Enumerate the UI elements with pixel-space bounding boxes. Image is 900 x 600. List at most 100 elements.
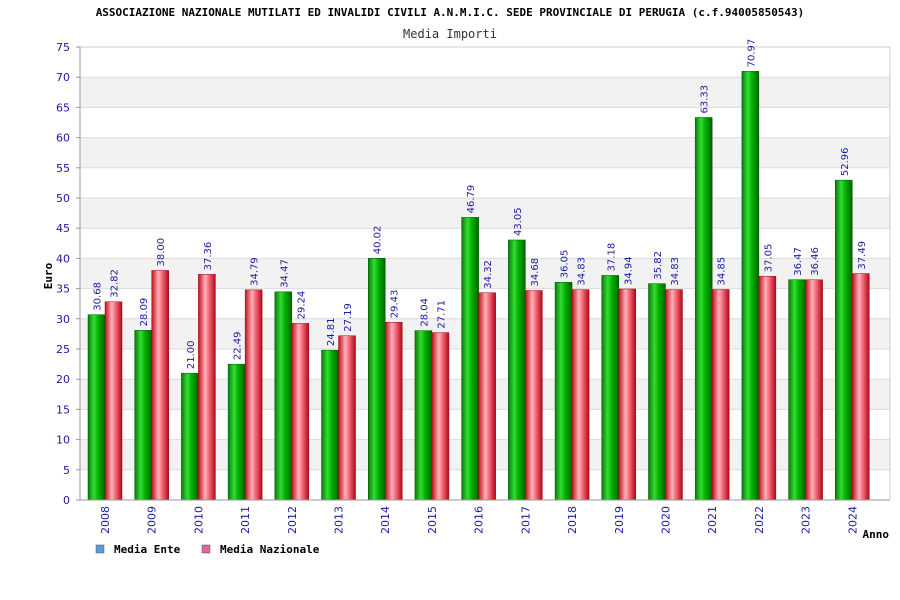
data-label: 28.09	[139, 298, 150, 327]
legend: Media Ente Media Nazionale	[95, 543, 320, 556]
bar-media-ente	[134, 330, 152, 501]
data-label: 27.71	[436, 300, 447, 329]
data-label: 36.46	[810, 247, 821, 276]
bar-media-nazionale	[618, 288, 637, 501]
bar-media-ente	[87, 314, 106, 501]
y-tick-label: 60	[56, 132, 70, 145]
bar-media-nazionale	[338, 335, 356, 501]
data-label: 37.05	[763, 244, 774, 273]
y-tick-label: 10	[56, 434, 70, 447]
data-label: 36.47	[793, 247, 804, 276]
data-label: 40.02	[373, 226, 384, 255]
bar-media-nazionale	[805, 279, 823, 501]
bar-media-nazionale	[852, 273, 870, 501]
x-tick-label: 2019	[613, 506, 626, 534]
y-tick-label: 75	[56, 41, 70, 54]
x-tick-label: 2021	[706, 506, 719, 534]
x-tick-label: 2017	[519, 506, 532, 534]
y-tick-label: 40	[56, 252, 70, 265]
legend-entry: Media Ente	[114, 543, 181, 556]
x-tick-label: 2009	[146, 506, 159, 534]
bar-media-ente	[227, 363, 246, 501]
x-tick-label: 2012	[286, 506, 299, 534]
bar-media-nazionale	[198, 274, 216, 501]
data-label: 36.05	[560, 250, 571, 279]
data-label: 46.79	[466, 185, 477, 214]
bar-media-nazionale	[151, 270, 169, 501]
grid-band	[80, 137, 890, 168]
bar-media-ente	[601, 275, 620, 501]
y-tick-label: 0	[63, 494, 70, 507]
data-label: 29.43	[390, 290, 401, 319]
data-label: 34.68	[530, 258, 541, 287]
data-label: 32.82	[110, 269, 121, 298]
bar-media-nazionale	[291, 323, 310, 501]
x-tick-label: 2016	[473, 506, 486, 534]
data-label: 35.82	[653, 251, 664, 280]
bar-media-ente	[414, 330, 433, 501]
x-axis-ticks: 2008 2009 2010 2011 2012 2013 2014 2015 2016 2017…	[99, 506, 859, 534]
x-tick-label: 2022	[753, 506, 766, 534]
data-label: 34.83	[577, 257, 588, 286]
data-label: 34.83	[670, 257, 681, 286]
legend-swatch	[201, 544, 211, 554]
grid-band	[80, 77, 890, 108]
bar-media-nazionale	[711, 289, 730, 501]
y-tick-label: 70	[56, 71, 70, 84]
x-axis-label: Anno	[863, 528, 890, 541]
x-tick-label: 2018	[566, 506, 579, 534]
data-label: 34.32	[483, 260, 494, 289]
data-label: 34.79	[250, 257, 261, 286]
y-tick-label: 55	[56, 162, 70, 175]
bar-media-ente	[181, 372, 199, 501]
x-tick-label: 2011	[239, 506, 252, 534]
bar-media-nazionale	[244, 289, 263, 501]
data-label: 27.19	[343, 303, 354, 332]
data-label: 37.18	[606, 243, 617, 272]
bar-media-ente	[835, 179, 853, 501]
bar-media-ente	[508, 239, 526, 501]
data-label: 29.24	[296, 291, 307, 320]
data-label: 38.00	[156, 238, 167, 267]
bar-media-ente	[788, 279, 806, 501]
x-tick-label: 2014	[379, 506, 392, 534]
data-label: 52.96	[840, 147, 851, 176]
bar-media-nazionale	[478, 292, 496, 501]
data-label: 70.97	[746, 39, 757, 68]
x-tick-label: 2010	[192, 506, 205, 534]
data-label: 63.33	[700, 85, 711, 114]
data-label: 37.36	[203, 242, 214, 271]
bar-media-nazionale	[431, 332, 450, 501]
data-labels: 30.68 32.82 28.09 38.00 21.00 37.36 22.49 34.79…	[93, 39, 868, 369]
x-tick-label: 2020	[659, 506, 672, 534]
data-label: 34.47	[279, 259, 290, 288]
bar-media-ente	[321, 349, 339, 501]
x-tick-label: 2013	[333, 506, 346, 534]
data-label: 24.81	[326, 318, 337, 347]
x-tick-label: 2023	[800, 506, 813, 534]
bar-media-ente	[694, 117, 713, 501]
y-tick-label: 45	[56, 222, 70, 235]
grid-band	[80, 198, 890, 229]
legend-swatch	[95, 544, 105, 554]
y-axis-label: Euro	[42, 262, 55, 289]
bar-media-ente	[648, 283, 666, 501]
data-label: 28.04	[419, 298, 430, 327]
data-label: 37.49	[857, 241, 868, 270]
bar-media-nazionale	[384, 321, 403, 501]
data-label: 43.05	[513, 207, 524, 236]
chart-subtitle: Media Importi	[403, 27, 497, 41]
y-tick-label: 20	[56, 373, 70, 386]
x-tick-label: 2024	[846, 506, 859, 534]
x-tick-label: 2015	[426, 506, 439, 534]
data-label: 34.85	[717, 257, 728, 286]
bar-media-nazionale	[665, 289, 683, 501]
y-tick-label: 25	[56, 343, 70, 356]
y-tick-label: 65	[56, 101, 70, 114]
bar-media-ente	[554, 282, 573, 501]
bars	[87, 71, 870, 501]
y-tick-label: 15	[56, 403, 70, 416]
bar-media-nazionale	[571, 289, 590, 501]
y-axis-ticks: 0 5 10 15 20 25 30 35 40 45 50 55 60 65 70 75	[56, 41, 80, 507]
